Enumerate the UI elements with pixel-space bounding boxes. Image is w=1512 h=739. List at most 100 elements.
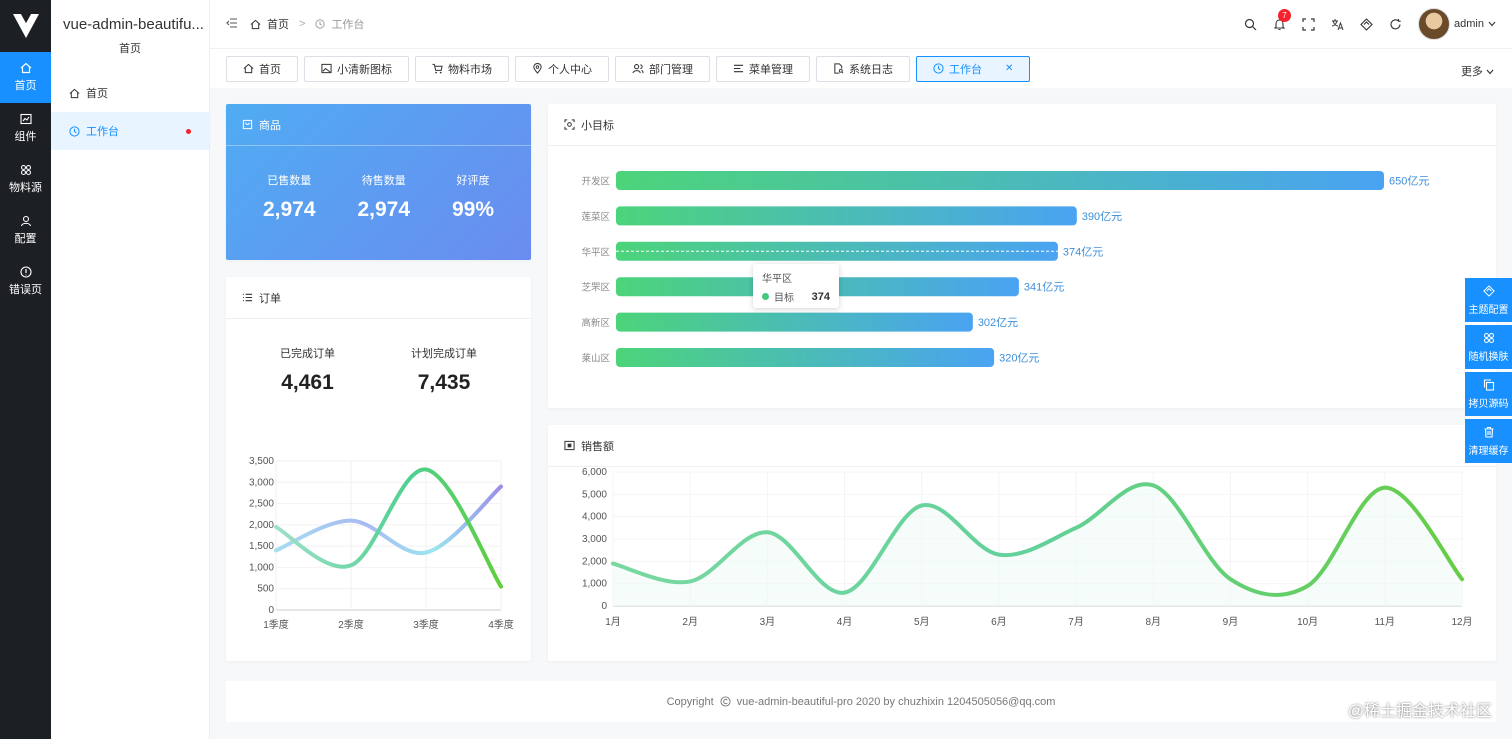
grid-icon bbox=[1483, 332, 1494, 343]
goods-card-title: 商品 bbox=[259, 119, 281, 132]
breadcrumb-home[interactable]: 首页 bbox=[267, 19, 289, 31]
x-tick-label: 4季度 bbox=[488, 618, 514, 631]
stat-value: 2,974 bbox=[357, 198, 411, 221]
refresh-icon[interactable] bbox=[1389, 18, 1402, 31]
theme-icon[interactable] bbox=[1360, 17, 1373, 31]
float-button-label: 清理缓存 bbox=[1468, 445, 1509, 457]
rail-item-materials[interactable]: 物料源 bbox=[0, 154, 51, 205]
tab-label: 物料市场 bbox=[448, 63, 492, 76]
x-tick-label: 1月 bbox=[605, 616, 621, 628]
tooltip-marker bbox=[762, 293, 769, 300]
tab-icons[interactable]: 小清新图标 bbox=[304, 55, 409, 82]
copyright-label: Copyright bbox=[666, 695, 714, 708]
tab-label: 部门管理 bbox=[649, 63, 693, 76]
submenu-item-workbench[interactable]: 工作台 bbox=[51, 112, 209, 150]
y-tick-label: 6,000 bbox=[582, 468, 607, 478]
copy-source-button[interactable]: 拷贝源码 bbox=[1465, 372, 1512, 416]
submenu-item-label: 首页 bbox=[86, 88, 108, 100]
y-tick-label: 1,500 bbox=[249, 541, 274, 552]
sales-card-title: 销售额 bbox=[581, 440, 614, 453]
tab-market[interactable]: 物料市场 bbox=[415, 55, 509, 82]
search-icon[interactable] bbox=[1244, 18, 1257, 31]
y-tick-label: 莲菜区 bbox=[581, 211, 610, 223]
orders-card: 订单 已完成订单 4,461 计划完成订单 7,435 0 500 1,000 1,5… bbox=[226, 277, 531, 661]
submenu-item-home[interactable]: 首页 bbox=[51, 74, 209, 112]
tab-menus[interactable]: 菜单管理 bbox=[716, 55, 810, 82]
rail-item-home[interactable]: 首页 bbox=[0, 52, 51, 103]
fold-menu-button[interactable] bbox=[226, 17, 238, 31]
notification-button[interactable]: 7 bbox=[1273, 8, 1292, 31]
home-icon bbox=[69, 88, 80, 98]
series-line bbox=[274, 484, 503, 556]
active-dot bbox=[186, 128, 191, 134]
y-tick-label: 500 bbox=[257, 584, 274, 595]
tab-label: 菜单管理 bbox=[749, 63, 793, 76]
alert-icon bbox=[19, 266, 32, 278]
trash-icon bbox=[1484, 426, 1493, 438]
data-label: 320亿元 bbox=[999, 352, 1039, 365]
rail-item-errors[interactable]: 错误页 bbox=[0, 256, 51, 307]
stat-label: 已售数量 bbox=[267, 175, 312, 187]
x-tick-label: 8月 bbox=[1145, 616, 1161, 628]
orders-card-title: 订单 bbox=[259, 292, 281, 305]
home-icon bbox=[250, 19, 261, 29]
series-line bbox=[611, 482, 1464, 597]
home-icon bbox=[243, 63, 254, 74]
tabs-more-button[interactable]: 更多 bbox=[1461, 63, 1494, 79]
copy-icon bbox=[1483, 378, 1494, 391]
theme-config-button[interactable]: 主题配置 bbox=[1465, 278, 1512, 322]
clear-cache-button[interactable]: 清理缓存 bbox=[1465, 419, 1512, 463]
stat-sold: 已售数量 2,974 bbox=[263, 172, 316, 222]
rail-item-label: 物料源 bbox=[9, 182, 42, 194]
theme-icon bbox=[1482, 284, 1495, 297]
stat-pending: 待售数量 2,974 bbox=[357, 172, 410, 222]
tab-departments[interactable]: 部门管理 bbox=[615, 55, 710, 82]
rail-item-components[interactable]: 组件 bbox=[0, 103, 51, 154]
clock-icon bbox=[69, 125, 80, 137]
tab-home[interactable]: 首页 bbox=[226, 55, 298, 82]
random-skin-button[interactable]: 随机换肤 bbox=[1465, 325, 1512, 369]
series-area bbox=[613, 484, 1462, 606]
stat-value: 99% bbox=[451, 198, 494, 221]
tab-workbench[interactable]: 工作台 ✕ bbox=[916, 55, 1031, 82]
close-icon[interactable]: ✕ bbox=[1005, 63, 1014, 74]
stat-label: 好评度 bbox=[456, 175, 490, 187]
translate-icon[interactable] bbox=[1331, 18, 1344, 31]
tab-label: 个人中心 bbox=[548, 63, 592, 76]
x-tick-label: 5月 bbox=[914, 616, 930, 628]
user-menu[interactable]: admin bbox=[1418, 8, 1496, 40]
sales-chart: 0 1,000 2,000 3,000 4,000 5,000 6,000 1月 2月 3月 4月 5… bbox=[582, 468, 1473, 628]
tabs-more-label: 更多 bbox=[1460, 66, 1483, 78]
y-tick-label: 2,500 bbox=[249, 499, 274, 510]
tab-logs[interactable]: 系统日志 bbox=[816, 55, 910, 82]
rail-item-label: 组件 bbox=[14, 131, 37, 143]
data-label: 374亿元 bbox=[1063, 245, 1103, 258]
rail-item-config[interactable]: 配置 bbox=[0, 205, 51, 256]
rail-item-label: 首页 bbox=[14, 80, 37, 92]
data-label: 390亿元 bbox=[1082, 210, 1122, 223]
location-icon bbox=[533, 63, 542, 74]
image-icon bbox=[321, 63, 332, 74]
data-label: 302亿元 bbox=[978, 316, 1018, 329]
y-tick-label: 高新区 bbox=[581, 317, 610, 329]
icon-rail: 首页 组件 物料源 配置 错误页 bbox=[0, 0, 51, 739]
bar bbox=[616, 171, 1384, 190]
vue-logo-icon bbox=[12, 14, 39, 38]
cart-icon bbox=[432, 63, 443, 74]
x-tick-label: 11月 bbox=[1375, 616, 1395, 628]
footer-text: vue-admin-beautiful-pro 2020 by chuzhixi… bbox=[736, 695, 1056, 708]
float-button-label: 主题配置 bbox=[1468, 304, 1509, 316]
breadcrumb-separator: > bbox=[299, 18, 306, 30]
logo[interactable] bbox=[0, 0, 51, 52]
breadcrumb: 首页 > 工作台 bbox=[250, 16, 364, 32]
sales-card-header: 销售额 bbox=[548, 425, 1496, 467]
header-actions: 7 admin bbox=[1244, 0, 1496, 48]
orders-stats: 已完成订单 4,461 计划完成订单 7,435 bbox=[226, 319, 531, 395]
tab-label: 系统日志 bbox=[849, 63, 893, 76]
fullscreen-icon[interactable] bbox=[1302, 17, 1315, 31]
orders-card-header: 订单 bbox=[226, 277, 531, 319]
y-tick-label: 华平区 bbox=[581, 246, 610, 258]
tab-profile[interactable]: 个人中心 bbox=[515, 55, 609, 82]
tab-label: 工作台 bbox=[949, 63, 982, 76]
stat-completed: 已完成订单 4,461 bbox=[280, 345, 335, 395]
